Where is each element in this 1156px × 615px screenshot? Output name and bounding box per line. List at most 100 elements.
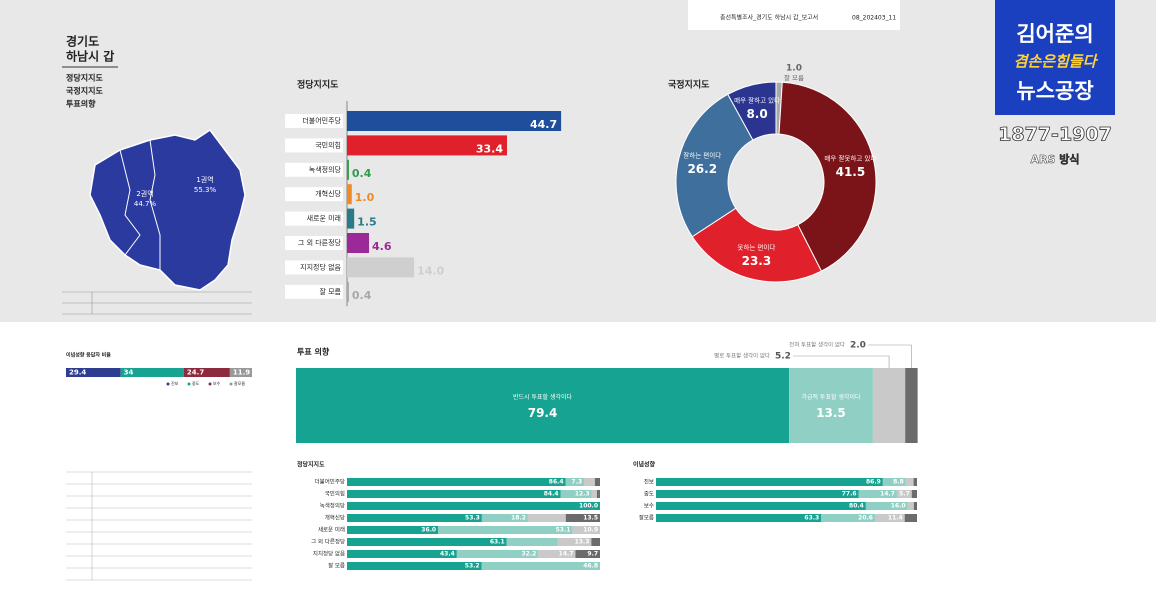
legend-label: 진보: [171, 380, 179, 386]
row-label: 지지정당 없음: [313, 550, 345, 558]
bar-segment: [557, 538, 592, 546]
slice-value: 8.0: [746, 107, 767, 121]
segment-value: 13.5: [816, 406, 846, 420]
category-label: 더불어민주당: [302, 116, 341, 125]
map-border: [119, 139, 161, 270]
segment-value: 53.2: [465, 563, 480, 570]
bar-segment: [872, 368, 906, 443]
segment-value: 43.4: [440, 551, 455, 558]
slice-label: 매우 잘못하고 있다: [824, 154, 876, 163]
bottom-panel: [0, 322, 1156, 615]
callout-label: 별로 투표할 생각이 없다: [714, 352, 770, 360]
bar-segment: [347, 526, 439, 534]
segment-value: 36.0: [421, 527, 436, 534]
callout-line: [868, 344, 912, 368]
category-label: 녹색정의당: [309, 165, 342, 174]
bar-segment: [905, 368, 918, 443]
segment-value: 10.9: [583, 527, 598, 534]
bar-segment: [347, 550, 457, 558]
report-code: 08_202403_11: [852, 15, 896, 22]
menu-item: 정당지지도: [66, 73, 103, 83]
legend-swatch: [187, 382, 191, 386]
region-title: 하남시 갑: [66, 49, 114, 64]
bar-segment: [911, 490, 917, 498]
row-label: 새로운 미래: [318, 526, 345, 534]
segment-value: 24.7: [187, 369, 204, 377]
category-label: 개혁신당: [315, 189, 341, 198]
bar-segment: [905, 478, 914, 486]
donut-slice: [691, 207, 823, 283]
row-label: 녹색정의당: [320, 502, 345, 510]
segment-value: 12.3: [575, 491, 590, 498]
row-label: 국민의힘: [325, 490, 345, 498]
bar-segment: [913, 478, 917, 486]
logo-method: ARS 방식: [1031, 152, 1080, 166]
category-label-box: [285, 138, 343, 153]
chart-title: 투표 의향: [297, 347, 330, 357]
bar-segment: [821, 514, 875, 522]
bar: [347, 208, 355, 229]
bar-segment: [296, 368, 790, 443]
category-label: 지지정당 없음: [300, 262, 341, 271]
chart-title: 이념성향: [633, 461, 656, 469]
bar-segment: [560, 490, 592, 498]
legend-swatch: [229, 382, 233, 386]
menu-item: 투표의향: [66, 99, 96, 109]
segment-value: 14.7: [880, 491, 895, 498]
report-name: 총선특별조사_경기도 하남시 갑_보고서: [720, 14, 818, 22]
row-label: 보수: [644, 503, 654, 510]
row-label: 개혁신당: [325, 514, 345, 522]
value-label: 14.0: [417, 264, 444, 277]
segment-value: 11.9: [233, 369, 250, 377]
callout-value: 5.2: [775, 352, 791, 362]
chart-title: 국정지지도: [668, 79, 710, 91]
bar-segment: [913, 502, 917, 510]
bar-segment: [904, 514, 917, 522]
segment-value: 29.4: [69, 369, 86, 377]
bar-segment: [347, 478, 566, 486]
survey-table: [66, 471, 252, 581]
map-table: [62, 291, 252, 315]
segment-value: 20.6: [858, 515, 873, 522]
value-label: 4.6: [372, 240, 392, 253]
bar: [347, 257, 415, 278]
row-label: 진보: [644, 478, 654, 486]
chart-title: 이념성향 응답자 비율: [66, 352, 111, 359]
category-label-box: [285, 187, 343, 202]
segment-value: 9.7: [587, 551, 598, 558]
map-label: 2권역: [136, 189, 153, 198]
bar-segment: [347, 562, 482, 570]
segment-value: 100.0: [579, 503, 598, 510]
value-label: 0.4: [352, 289, 372, 302]
bar-segment: [907, 502, 914, 510]
region-title: 경기도: [66, 34, 99, 49]
bar-segment: [874, 514, 905, 522]
header-box: [688, 0, 900, 30]
bar-segment: [882, 478, 906, 486]
segment-value: 13.3: [575, 539, 590, 546]
bar-segment: [858, 490, 897, 498]
slice-value: 26.2: [687, 162, 717, 176]
category-label-box: [285, 260, 343, 275]
segment-value: 53.1: [556, 527, 571, 534]
category-label-box: [285, 162, 343, 177]
bar-segment: [527, 514, 566, 522]
slice-value: 23.3: [742, 254, 772, 268]
map-label: 55.3%: [194, 186, 217, 194]
donut-slice: [675, 93, 754, 238]
segment-value: 80.4: [849, 503, 864, 510]
segment-value: 63.1: [490, 539, 505, 546]
value-label: 0.4: [352, 167, 372, 180]
bar-segment: [656, 502, 866, 510]
donut-slice: [778, 81, 877, 272]
row-label: 잘 모름: [328, 562, 345, 570]
bar-segment: [183, 368, 230, 377]
donut-slice: [727, 81, 777, 141]
logo-text: 김어준의: [1016, 22, 1093, 46]
value-label: 1.0: [355, 191, 375, 204]
bar-segment: [656, 514, 822, 522]
category-label: 잘 모름: [319, 288, 341, 296]
category-label-box: [285, 284, 343, 299]
value-label: 44.7: [530, 118, 557, 131]
